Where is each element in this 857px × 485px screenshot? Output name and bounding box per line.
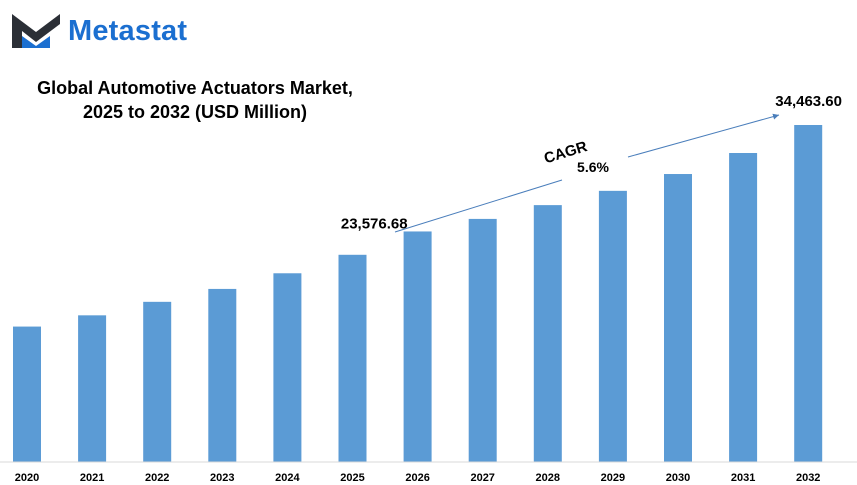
x-tick-label-2020: 2020 <box>15 472 39 484</box>
x-tick-label-2026: 2026 <box>405 472 429 484</box>
x-tick-label-2027: 2027 <box>470 472 494 484</box>
x-tick-label-2022: 2022 <box>145 472 169 484</box>
x-tick-label-2030: 2030 <box>666 472 690 484</box>
cagr-arrow-line-left <box>394 179 563 233</box>
chart-title-line2: 2025 to 2032 (USD Million) <box>82 102 308 122</box>
x-tick-label-2024: 2024 <box>275 472 300 484</box>
chart-title: Global Automotive Actuators Market, 2025… <box>10 76 380 124</box>
bar-2023 <box>208 288 237 462</box>
bar-2025 <box>338 254 367 462</box>
x-tick-label-2025: 2025 <box>340 472 364 484</box>
brand-name: Metastat <box>68 14 188 47</box>
bar-2027 <box>468 218 497 462</box>
bar-2030 <box>664 174 692 462</box>
x-tick-label-2023: 2023 <box>210 472 234 484</box>
x-tick-label-2021: 2021 <box>80 472 104 484</box>
x-tick-label-2029: 2029 <box>601 472 625 484</box>
bar-2020 <box>13 326 41 462</box>
metastat-m-logo-icon <box>12 14 60 48</box>
bar-2021 <box>78 315 107 462</box>
cagr-value: 5.6% <box>577 159 609 175</box>
bar-2029 <box>598 190 627 462</box>
brand-logo: Metastat <box>10 12 187 50</box>
bar-2022 <box>143 301 172 462</box>
x-tick-label-2028: 2028 <box>536 472 560 484</box>
data-label-2026: 23,576.68 <box>341 215 408 232</box>
x-tick-label-2032: 2032 <box>796 472 820 484</box>
x-tick-label-2031: 2031 <box>731 472 755 484</box>
cagr-arrow-line-right <box>627 113 780 158</box>
chart-title-line1: Global Automotive Actuators Market, <box>37 78 353 98</box>
bar-2028 <box>533 205 562 462</box>
bar-2031 <box>729 153 758 462</box>
bar-2032 <box>794 125 823 462</box>
data-label-2032: 34,463.60 <box>775 93 842 110</box>
bar-2026 <box>403 231 432 462</box>
bar-2024 <box>273 273 302 462</box>
